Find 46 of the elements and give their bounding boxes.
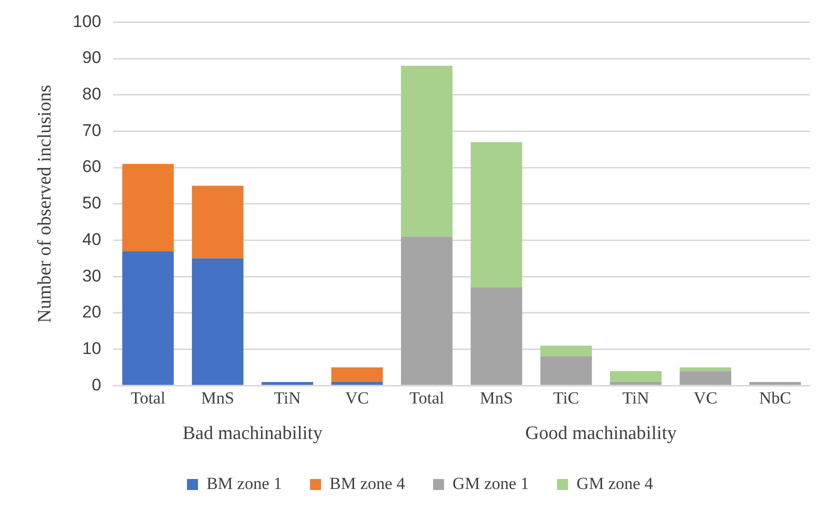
bar <box>610 382 662 385</box>
y-tick-label: 0 <box>92 375 102 394</box>
bar <box>331 382 383 385</box>
bar <box>122 251 174 385</box>
y-tick-label: 80 <box>82 84 102 104</box>
x-tick-label: VC <box>345 388 369 408</box>
bar <box>470 287 522 385</box>
x-tick-label: Total <box>409 388 444 408</box>
bar <box>400 236 453 385</box>
x-tick-label: NbC <box>759 388 792 408</box>
x-tick-label: TiN <box>274 388 301 408</box>
y-axis-title: Number of observed inclusions <box>34 84 56 323</box>
bar <box>400 66 453 237</box>
y-tick-label: 30 <box>82 266 102 286</box>
bar <box>262 382 314 385</box>
bar <box>610 371 662 382</box>
bar <box>540 356 592 385</box>
y-tick-label: 40 <box>82 230 102 249</box>
y-tick-label: 10 <box>82 338 102 358</box>
y-tick-label: 60 <box>82 157 102 176</box>
bar <box>749 382 801 385</box>
bar <box>122 164 174 252</box>
x-tick-label: MnS <box>201 388 234 408</box>
legend-label: GM zone 1 <box>452 474 530 493</box>
bar <box>680 371 732 385</box>
bar <box>680 367 732 372</box>
y-tick-label: 50 <box>82 194 102 213</box>
bar <box>192 258 244 385</box>
y-tick-label: 70 <box>82 120 102 140</box>
bar <box>331 367 383 382</box>
x-tick-label: VC <box>694 388 718 408</box>
x-tick-label: TiN <box>622 388 650 408</box>
bar <box>192 186 244 258</box>
legend-label: GM zone 4 <box>576 474 654 493</box>
x-tick-label: Total <box>130 388 166 408</box>
y-tick-label: 90 <box>82 48 102 68</box>
x-tick-label: TiC <box>553 388 580 408</box>
legend-label: BM zone 4 <box>330 474 406 493</box>
y-tick-label: 20 <box>82 302 102 322</box>
bar <box>470 142 522 288</box>
legend-label: BM zone 1 <box>206 474 282 493</box>
text: Bad machinability <box>182 422 323 444</box>
bar <box>540 346 592 357</box>
text: Good machinability <box>525 422 678 444</box>
x-tick-label: MnS <box>480 388 513 408</box>
y-tick-label: 100 <box>72 12 102 31</box>
